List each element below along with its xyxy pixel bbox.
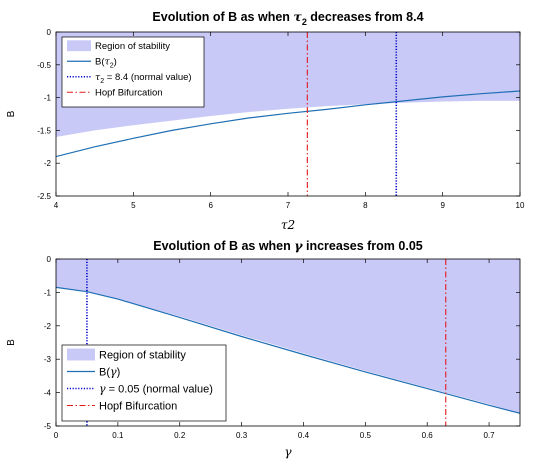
y-tick-label: -1 <box>44 288 52 297</box>
x-tick-label: 0.6 <box>422 431 434 440</box>
legend-swatch-region <box>67 348 95 361</box>
legend-label: γ = 0.05 (normal value) <box>99 382 213 395</box>
axes-box <box>55 258 521 427</box>
stability-region <box>56 259 520 414</box>
x-axis-label: γ <box>284 445 292 459</box>
legend-label: Region of stability <box>99 349 186 361</box>
legend: Region of stability B(τ2) τ2 = 8.4 (normal… <box>61 36 205 108</box>
legend-label: Region of stability <box>95 41 170 52</box>
legend-label: τ2 = 8.4 (normal value) <box>95 72 192 85</box>
y-axis-label: B <box>6 339 17 346</box>
x-tick-label: 0.5 <box>360 431 372 440</box>
x-tick-label: 0.7 <box>484 431 496 440</box>
legend-label: Hopf Bifurcation <box>99 400 177 412</box>
chart-title: Evolution of B as when τ2 decreases from… <box>152 9 423 27</box>
x-tick-label: 5 <box>131 201 136 210</box>
y-tick-label: -5 <box>44 422 52 431</box>
legend: Region of stability B(γ) γ = 0.05 (normal … <box>61 344 227 422</box>
x-tick-label: 9 <box>440 201 445 210</box>
y-tick-label: -0.5 <box>37 61 51 70</box>
x-tick-label: 6 <box>208 201 213 210</box>
legend-label: Hopf Bifurcation <box>95 88 163 99</box>
y-axis-label: B <box>6 110 17 117</box>
legend-label: B(τ2) <box>95 57 117 70</box>
x-tick-label: 0.2 <box>174 431 186 440</box>
y-tick-label: -4 <box>44 389 52 398</box>
y-tick-label: -2.5 <box>37 192 51 201</box>
legend-swatch-region <box>67 40 91 52</box>
x-tick-label: 4 <box>54 201 59 210</box>
x-tick-label: 0 <box>54 431 59 440</box>
series-line-1 <box>56 286 520 414</box>
chart-panel-2: 0 0.1 0.2 0.3 0.4 0.5 0.6 0.7 0 -1 -2 -3 -4 -5 Evoluti… <box>6 238 521 459</box>
y-tick-label: -1 <box>44 94 52 103</box>
x-tick-label: 10 <box>516 201 525 210</box>
x-tick-label: 0.1 <box>112 431 124 440</box>
y-tick-label: -3 <box>44 355 52 364</box>
y-tick-label: 0 <box>47 28 52 37</box>
chart-title: Evolution of B as when γ increases from … <box>153 238 423 253</box>
x-tick-label: 0.3 <box>236 431 248 440</box>
x-axis-label: τ2 <box>281 218 295 232</box>
series-line-1 <box>56 90 520 158</box>
chart-panel-1: 4 5 6 7 8 9 10 0 -0.5 -1 -1.5 -2 -2.5 Evolution of B … <box>6 9 525 232</box>
y-tick-label: 0 <box>47 255 52 264</box>
x-tick-label: 0.4 <box>298 431 310 440</box>
legend-label: B(γ) <box>99 365 120 378</box>
y-tick-label: -2 <box>44 159 52 168</box>
y-tick-label: -1.5 <box>37 126 51 135</box>
x-tick-label: 7 <box>286 201 291 210</box>
y-tick-label: -2 <box>44 322 52 331</box>
x-tick-label: 8 <box>363 201 368 210</box>
